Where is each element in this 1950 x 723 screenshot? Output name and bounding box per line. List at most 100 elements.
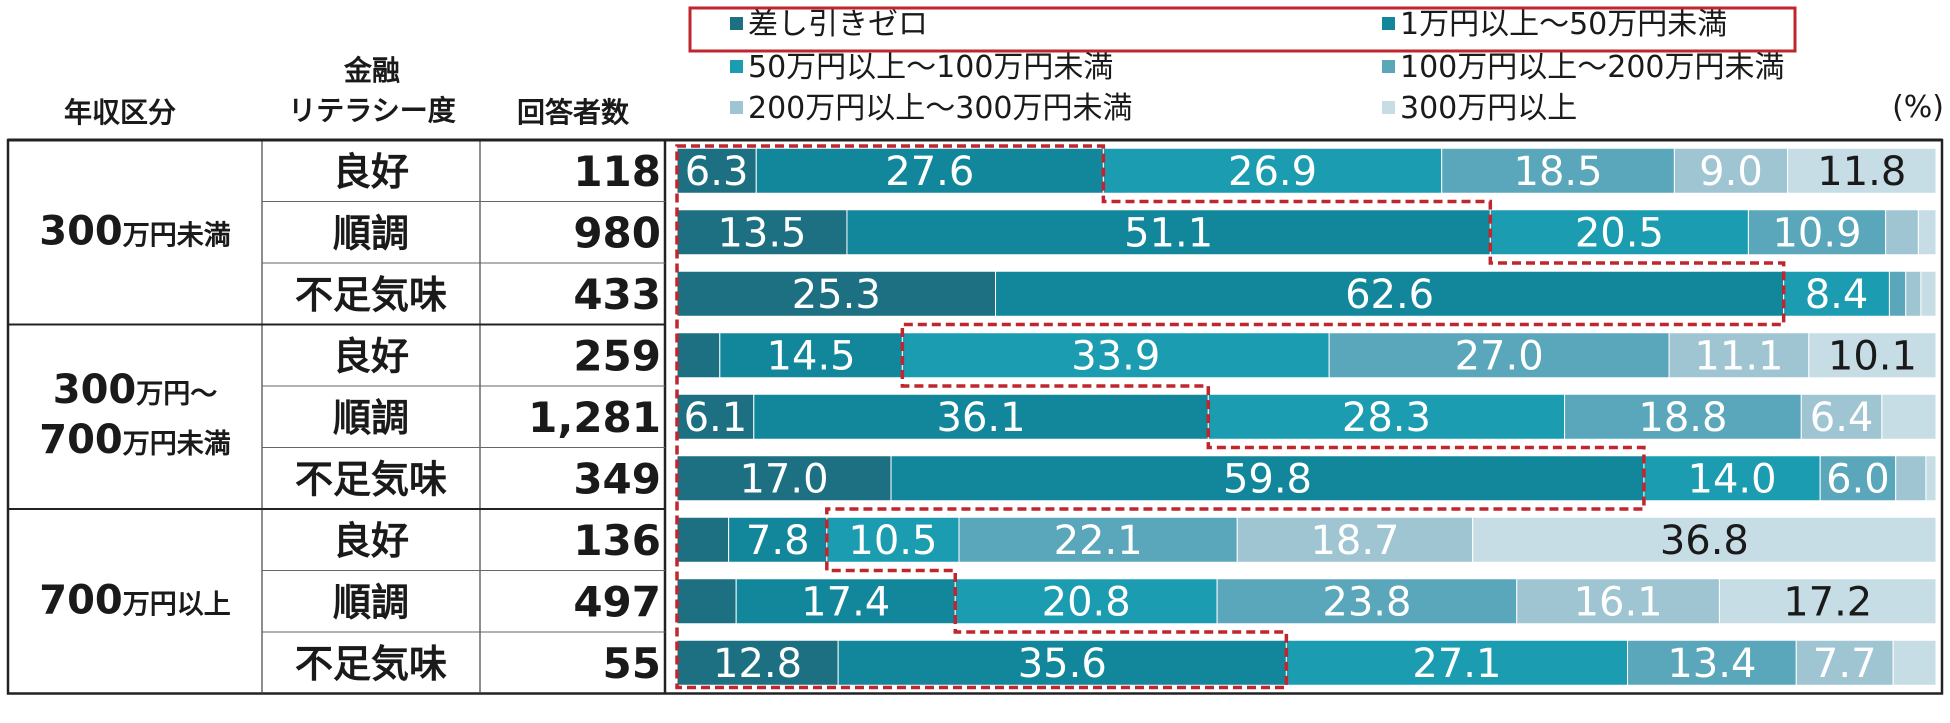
legend-label: 100万円以上～200万円未満 <box>1400 50 1785 85</box>
bar-segment <box>753 393 1209 440</box>
data-label: 6.4 <box>1810 395 1874 441</box>
respondent-count: 433 <box>573 270 661 319</box>
data-label: 17.4 <box>801 579 890 625</box>
literacy-label: 順調 <box>333 580 409 624</box>
data-label: 18.8 <box>1638 395 1727 441</box>
bar-segment <box>1895 455 1927 502</box>
bar-segment <box>837 639 1287 686</box>
bar-segment <box>676 332 721 379</box>
column-headers: 年収区分 金融 リテラシー度 回答者数 (%) <box>64 54 1944 129</box>
unit-label: (%) <box>1892 90 1944 125</box>
bar-segment <box>676 270 997 317</box>
data-label: 27.0 <box>1455 333 1544 379</box>
legend-label: 200万円以上～300万円未満 <box>748 91 1133 126</box>
respondent-count: 259 <box>573 331 661 380</box>
highlight-outline <box>675 144 1786 690</box>
data-label: 59.8 <box>1223 456 1312 502</box>
bar-segment <box>1441 147 1675 194</box>
data-label: 27.1 <box>1412 641 1501 687</box>
data-label: 6.1 <box>684 395 748 441</box>
income-group-label: 300万円未満 <box>39 208 231 254</box>
bar-segment <box>1892 639 1937 686</box>
header-literacy-line1: 金融 <box>343 54 400 87</box>
bar-segment <box>676 455 892 502</box>
bars-area: 6.3 27.6 26.9 18.5 9.0 11.8 13.5 51.1 20.5 10.9 25… <box>676 147 1937 687</box>
data-label: 23.8 <box>1322 579 1411 625</box>
data-label: 14.5 <box>767 333 856 379</box>
bar-segment <box>1819 455 1897 502</box>
data-label: 36.8 <box>1660 518 1749 564</box>
bar-segment <box>1747 209 1887 256</box>
data-label: 51.1 <box>1124 210 1213 256</box>
income-group-label: 700万円未満 <box>39 417 231 463</box>
bar-segment <box>676 578 737 625</box>
legend-label: 50万円以上～100万円未満 <box>748 50 1113 85</box>
bar-segment <box>1216 578 1518 625</box>
bar-segment <box>995 270 1785 317</box>
bar-segment <box>1627 639 1797 686</box>
data-label: 10.5 <box>848 518 937 564</box>
data-label: 27.6 <box>885 149 974 195</box>
data-label: 28.3 <box>1342 395 1431 441</box>
data-label: 9.0 <box>1699 149 1763 195</box>
legend-swatch <box>1382 17 1395 30</box>
highlight-staircase <box>675 144 1786 690</box>
data-label: 7.8 <box>746 518 810 564</box>
bar-segment <box>1673 147 1789 194</box>
bar-segment <box>1236 516 1474 563</box>
header-income: 年収区分 <box>64 96 176 129</box>
bar-segment <box>1472 516 1937 563</box>
bar-segment <box>901 332 1330 379</box>
header-respondents: 回答者数 <box>517 96 630 129</box>
bar-segment <box>1885 209 1919 256</box>
data-label: 36.1 <box>937 395 1026 441</box>
respondent-count: 136 <box>573 516 661 565</box>
respondent-count: 980 <box>573 208 661 257</box>
bar-segment <box>1917 209 1937 256</box>
data-label: 22.1 <box>1054 518 1143 564</box>
bar-segment <box>1668 332 1810 379</box>
bar-segment <box>728 516 828 563</box>
bar-segment <box>958 516 1238 563</box>
income-group-label: 300万円～ <box>53 367 218 413</box>
data-label: 20.5 <box>1575 210 1664 256</box>
data-label: 11.8 <box>1817 149 1906 195</box>
bar-segment <box>1881 393 1937 440</box>
data-label: 13.4 <box>1667 641 1756 687</box>
bar-segment <box>1643 455 1821 502</box>
literacy-label: 良好 <box>333 334 409 378</box>
data-label: 35.6 <box>1018 641 1107 687</box>
literacy-label: 良好 <box>333 519 409 563</box>
data-label: 10.9 <box>1772 210 1861 256</box>
bar-segment <box>890 455 1645 502</box>
literacy-label: 不足気味 <box>295 273 447 317</box>
legend-swatch <box>1382 60 1395 73</box>
legend-swatch <box>1382 101 1395 114</box>
respondent-count: 349 <box>573 454 661 503</box>
data-label: 6.3 <box>685 149 749 195</box>
bar-segment <box>846 209 1491 256</box>
data-label: 12.8 <box>713 641 802 687</box>
data-label: 17.0 <box>739 456 828 502</box>
bar-segment <box>1888 270 1907 317</box>
data-label: 18.7 <box>1310 518 1399 564</box>
bar-segment <box>1925 455 1937 502</box>
data-label: 11.1 <box>1694 333 1783 379</box>
respondent-count: 118 <box>573 147 661 196</box>
bar-segment <box>676 639 839 686</box>
data-label: 7.7 <box>1813 641 1877 687</box>
respondent-count: 497 <box>573 577 661 626</box>
legend: 差し引きゼロ 1万円以上～50万円未満 50万円以上～100万円未満 100万円以上～… <box>688 6 1797 126</box>
legend-highlight-box <box>688 6 1797 53</box>
data-label: 62.6 <box>1345 272 1434 318</box>
bar-segment <box>1787 147 1937 194</box>
data-label: 17.2 <box>1783 579 1872 625</box>
data-label: 26.9 <box>1228 149 1317 195</box>
legend-label: 1万円以上～50万円未満 <box>1400 7 1727 42</box>
data-label: 16.1 <box>1574 579 1663 625</box>
data-label: 13.5 <box>717 210 806 256</box>
bar-segment <box>1489 209 1749 256</box>
